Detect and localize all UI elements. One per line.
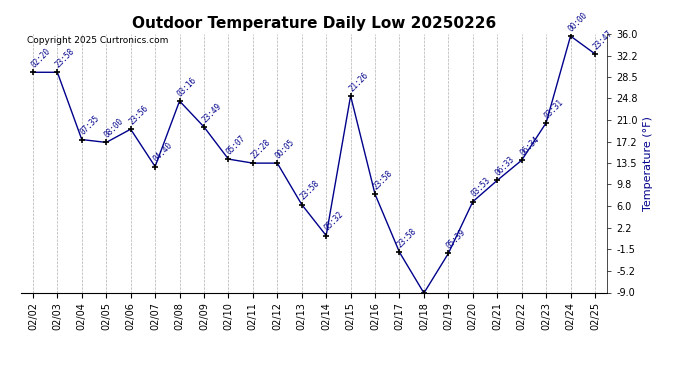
Text: 05:32: 05:32 — [323, 210, 345, 233]
Text: 06:46: 06:46 — [0, 374, 1, 375]
Text: 03:31: 03:31 — [542, 98, 565, 120]
Text: 02:20: 02:20 — [30, 47, 52, 69]
Text: 22:28: 22:28 — [249, 138, 272, 160]
Text: 23:58: 23:58 — [54, 47, 77, 69]
Text: 23:49: 23:49 — [200, 101, 223, 124]
Text: 23:58: 23:58 — [371, 169, 394, 191]
Text: 23:58: 23:58 — [396, 227, 419, 249]
Text: 07:35: 07:35 — [78, 114, 101, 137]
Text: 23:56: 23:56 — [127, 104, 150, 126]
Text: 05:07: 05:07 — [225, 134, 248, 156]
Text: Copyright 2025 Curtronics.com: Copyright 2025 Curtronics.com — [26, 36, 168, 45]
Text: 23:58: 23:58 — [298, 179, 321, 202]
Text: 00:00: 00:00 — [567, 10, 590, 33]
Text: 06:33: 06:33 — [493, 155, 516, 178]
Text: 08:00: 08:00 — [103, 117, 126, 140]
Text: 23:47: 23:47 — [591, 28, 614, 51]
Text: 04:40: 04:40 — [152, 141, 175, 164]
Text: 00:05: 00:05 — [274, 138, 297, 160]
Y-axis label: Temperature (°F): Temperature (°F) — [643, 116, 653, 211]
Title: Outdoor Temperature Daily Low 20250226: Outdoor Temperature Daily Low 20250226 — [132, 16, 496, 31]
Text: 03:16: 03:16 — [176, 75, 199, 98]
Text: 21:26: 21:26 — [347, 70, 370, 93]
Text: 06:34: 06:34 — [518, 135, 541, 158]
Text: 03:53: 03:53 — [469, 176, 492, 199]
Text: 05:39: 05:39 — [445, 228, 468, 251]
